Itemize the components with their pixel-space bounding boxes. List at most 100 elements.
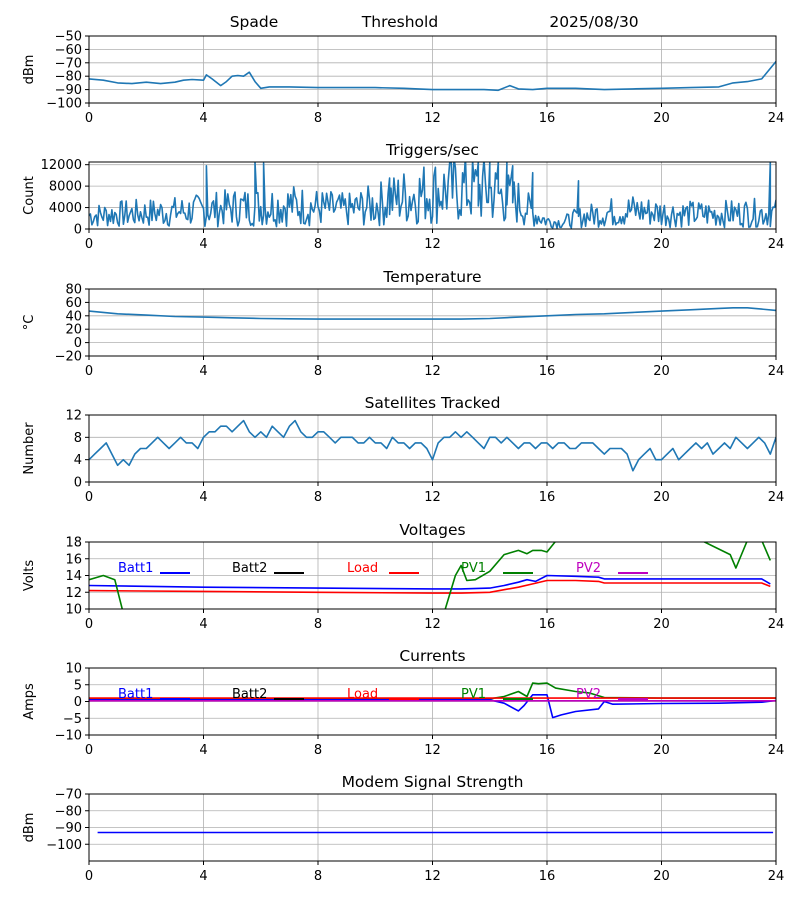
legend-label-batt2: Batt2 — [232, 687, 267, 702]
y-tick-label: 10 — [65, 662, 82, 677]
currents-title: Currents — [399, 647, 465, 665]
x-tick-label: 24 — [768, 490, 785, 505]
x-tick-label: 4 — [199, 364, 207, 379]
x-tick-label: 4 — [199, 111, 207, 126]
x-tick-label: 24 — [768, 869, 785, 884]
y-tick-label: 20 — [65, 323, 82, 338]
y-tick-label: 12 — [65, 409, 82, 424]
y-tick-label: −100 — [46, 97, 82, 112]
x-tick-label: 0 — [85, 617, 93, 632]
x-tick-label: 4 — [199, 617, 207, 632]
temperature-title: Temperature — [382, 268, 481, 286]
legend-label-pv1: PV1 — [461, 687, 486, 702]
x-tick-label: 0 — [85, 237, 93, 252]
x-tick-label: 16 — [539, 364, 556, 379]
voltages-plot-area — [89, 542, 772, 609]
temperature-ylabel: °C — [22, 315, 37, 331]
x-tick-label: 16 — [539, 743, 556, 758]
y-tick-label: −90 — [55, 821, 82, 836]
x-tick-label: 0 — [85, 490, 93, 505]
series-line — [89, 307, 776, 320]
signal-panel: 0 4 8 12 16 20 24 −50−60−70−80−90−100 dBm — [22, 30, 784, 127]
x-tick-label: 0 — [85, 111, 93, 126]
y-tick-label: 8 — [74, 431, 82, 446]
x-tick-label: 20 — [653, 237, 670, 252]
triggers-plot-area — [89, 162, 776, 229]
legend-label-batt1: Batt1 — [118, 687, 153, 702]
x-tick-label: 4 — [199, 743, 207, 758]
voltages-title: Voltages — [399, 521, 465, 539]
legend-label-batt2: Batt2 — [232, 561, 267, 576]
x-tick-label: 20 — [653, 490, 670, 505]
triggers-ylabel: Count — [22, 176, 37, 215]
y-tick-label: 8000 — [49, 180, 82, 195]
legend-label-batt1: Batt1 — [118, 561, 153, 576]
satellites-plot-area — [89, 419, 776, 472]
x-tick-label: 12 — [424, 617, 441, 632]
satellites-panel: 0 4 8 12 16 20 24 0 4 8 12 Satellites Tracked Number — [22, 394, 784, 505]
y-tick-label: 0 — [74, 476, 82, 491]
legend-label-load: Load — [347, 561, 378, 576]
series-line — [89, 162, 776, 229]
legend-label-pv2: PV2 — [576, 561, 601, 576]
modem-panel: 0 4 8 12 16 20 24 −70−80 −90 −100 Modem Signal Str… — [22, 773, 784, 884]
x-tick-label: 0 — [85, 364, 93, 379]
legend-label-pv2: PV2 — [576, 687, 601, 702]
series-line-batt1 — [89, 574, 771, 590]
signal-plot-area — [89, 60, 776, 92]
x-tick-label: 12 — [424, 490, 441, 505]
x-tick-label: 24 — [768, 237, 785, 252]
x-tick-label: 20 — [653, 617, 670, 632]
y-tick-label: −100 — [46, 838, 82, 853]
x-tick-label: 16 — [539, 237, 556, 252]
y-tick-label: 0 — [74, 336, 82, 351]
x-tick-label: 8 — [314, 869, 322, 884]
satellites-title: Satellites Tracked — [365, 394, 501, 412]
y-tick-label: −70 — [55, 788, 82, 803]
x-tick-label: 4 — [199, 490, 207, 505]
x-tick-label: 20 — [653, 364, 670, 379]
x-tick-label: 12 — [424, 743, 441, 758]
series-line — [89, 60, 776, 92]
x-tick-label: 0 — [85, 743, 93, 758]
x-tick-label: 20 — [653, 111, 670, 126]
y-tick-label: 80 — [65, 283, 82, 298]
y-tick-label: 5 — [74, 678, 82, 693]
y-tick-label: 4000 — [49, 201, 82, 216]
modem-title: Modem Signal Strength — [342, 773, 524, 791]
voltages-ylabel: Volts — [22, 560, 37, 592]
x-tick-label: 12 — [424, 237, 441, 252]
satellites-ylabel: Number — [22, 422, 37, 475]
triggers-panel: 0 4 8 12 16 20 24 0 4000 8000 12000 Triggers/sec Cou… — [22, 141, 784, 252]
currents-plot-area — [89, 682, 776, 719]
y-tick-label: −10 — [55, 729, 82, 744]
y-tick-label: −80 — [55, 804, 82, 819]
series-line-load — [89, 579, 771, 594]
x-tick-label: 8 — [314, 364, 322, 379]
series-line-pv1 — [89, 682, 776, 700]
y-tick-label: −70 — [55, 56, 82, 71]
y-tick-label: 16 — [65, 552, 82, 567]
x-tick-label: 8 — [314, 490, 322, 505]
currents-ylabel: Amps — [22, 683, 37, 720]
x-tick-label: 20 — [653, 869, 670, 884]
x-tick-label: 24 — [768, 617, 785, 632]
x-tick-label: 24 — [768, 364, 785, 379]
signal-ylabel: dBm — [22, 55, 37, 85]
x-tick-label: 12 — [424, 869, 441, 884]
y-tick-label: −20 — [55, 350, 82, 365]
x-tick-label: 4 — [199, 237, 207, 252]
y-tick-label: 40 — [65, 309, 82, 324]
x-tick-label: 24 — [768, 743, 785, 758]
currents-panel: 0 4 8 12 16 20 24 −10 −5 0 510 Currents Amps Batt1 Bat… — [22, 647, 784, 758]
y-tick-label: −80 — [55, 70, 82, 85]
x-tick-label: 8 — [314, 111, 322, 126]
y-tick-label: −50 — [55, 30, 82, 45]
y-tick-label: 0 — [74, 223, 82, 238]
y-tick-label: 10 — [65, 603, 82, 618]
series-line-pv1 — [89, 542, 772, 609]
x-tick-label: 12 — [424, 111, 441, 126]
